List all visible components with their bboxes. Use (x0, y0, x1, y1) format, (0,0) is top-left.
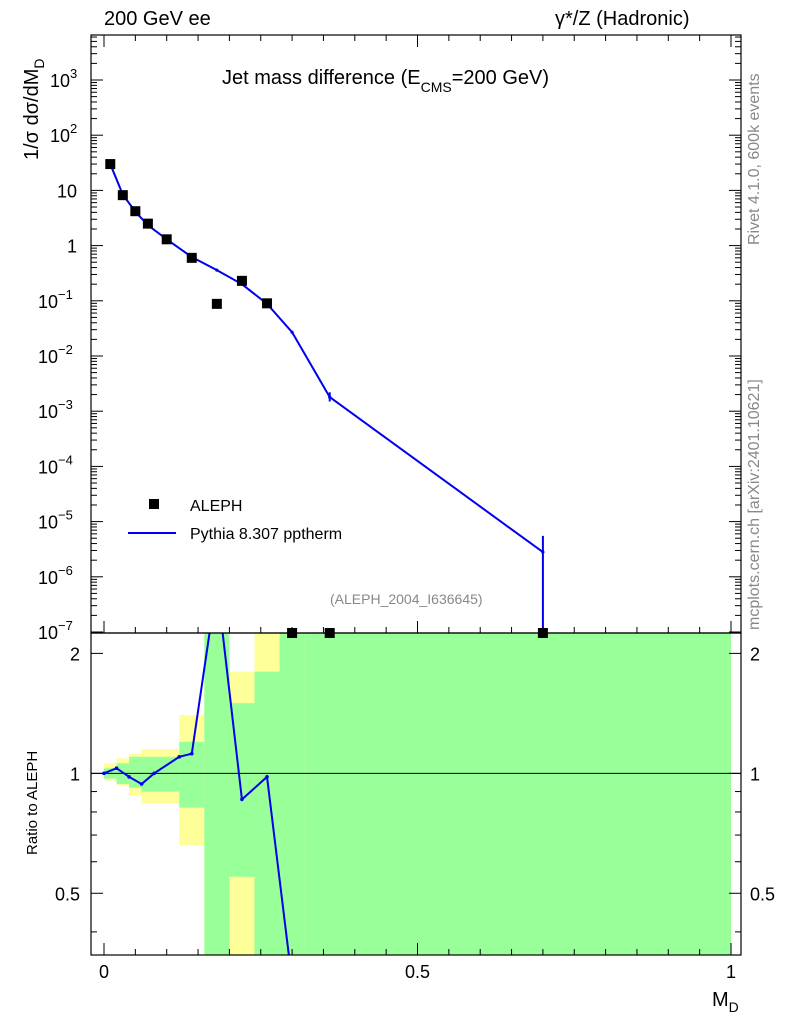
mc-line-main-path (109, 163, 544, 553)
ratio-point (152, 771, 156, 776)
band-1sigma-8 (279, 633, 305, 955)
band-2sigma-low-window (229, 876, 255, 955)
data-point (211, 298, 222, 309)
y-tick-label-main: 10−6 (38, 563, 73, 588)
ratio-panel-frame (90, 632, 742, 956)
x-tick-label: 1 (726, 962, 736, 982)
mc-series-line-ratio (102, 633, 290, 955)
ratio-point (139, 782, 144, 786)
ratio-point (114, 766, 119, 771)
legend-mc-label: Pythia 8.307 pptherm (190, 526, 342, 543)
data-point (236, 275, 247, 286)
ratio-tick-label-left: 2 (70, 644, 80, 664)
analysis-id: (ALEPH_2004_I636645) (330, 591, 483, 607)
y-tick-label-main: 10−2 (38, 342, 73, 367)
y-tick-label-main: 10−3 (38, 397, 73, 422)
y-tick-label-main: 10−4 (38, 452, 73, 477)
band-1sigma-9 (304, 633, 731, 955)
data-point (117, 190, 128, 201)
y-tick-label-main: 10−5 (38, 508, 73, 533)
ratio-point (189, 751, 194, 756)
y-axis-label-main: 1/σ dσ/dMD (21, 58, 47, 160)
axis-ticks (91, 35, 741, 955)
legend: ALEPH Pythia 8.307 pptherm (128, 498, 342, 543)
band-1sigma-5 (204, 633, 230, 955)
y-tick-label-main: 103 (50, 66, 77, 91)
mc-point (290, 330, 294, 334)
ratio-point (127, 775, 131, 779)
plot-frames (90, 34, 742, 956)
header-right-title: γ*/Z (Hadronic) (555, 8, 690, 30)
ratio-point (240, 797, 244, 802)
mc-series-line-main (108, 162, 545, 633)
main-panel-frame (90, 34, 742, 634)
y-tick-label-main: 10−1 (38, 287, 73, 312)
data-point (105, 159, 116, 170)
ratio-point (177, 755, 182, 759)
ratio-tick-label-right: 2 (750, 644, 760, 664)
header-left-title: 200 GeV ee (104, 8, 211, 30)
ratio-point (265, 775, 269, 779)
mc-point (215, 268, 219, 272)
y-axis-label-ratio: Ratio to ALEPH (24, 751, 41, 855)
ratio-tick-label-right: 0.5 (750, 884, 775, 904)
ratio-tick-label-left: 1 (70, 764, 80, 784)
x-axis-label: MD (712, 989, 739, 1015)
data-markers (105, 159, 548, 638)
x-tick-label: 0 (99, 962, 109, 982)
ratio-bands (104, 633, 731, 955)
chart-title: Jet mass difference (ECMS=200 GeV) (222, 67, 549, 95)
legend-data-marker (149, 499, 159, 509)
legend-data-label: ALEPH (190, 498, 242, 515)
x-tick-label: 0.5 (405, 962, 430, 982)
y-tick-label-main: 1 (67, 237, 77, 257)
data-point (130, 206, 141, 217)
data-point (262, 298, 273, 309)
band-1sigma-7 (254, 671, 280, 955)
y-tick-label-main: 10 (57, 181, 77, 201)
ratio-tick-label-left: 0.5 (55, 884, 80, 904)
y-tick-label-main: 10−7 (38, 618, 73, 643)
data-point (161, 234, 172, 245)
data-point (186, 252, 197, 263)
data-point (142, 218, 153, 229)
y-tick-label-main: 102 (50, 121, 77, 146)
band-1sigma-2 (129, 756, 142, 788)
ratio-point (102, 771, 106, 776)
ratio-tick-label-right: 1 (750, 764, 760, 784)
band-1sigma-3 (141, 756, 180, 792)
